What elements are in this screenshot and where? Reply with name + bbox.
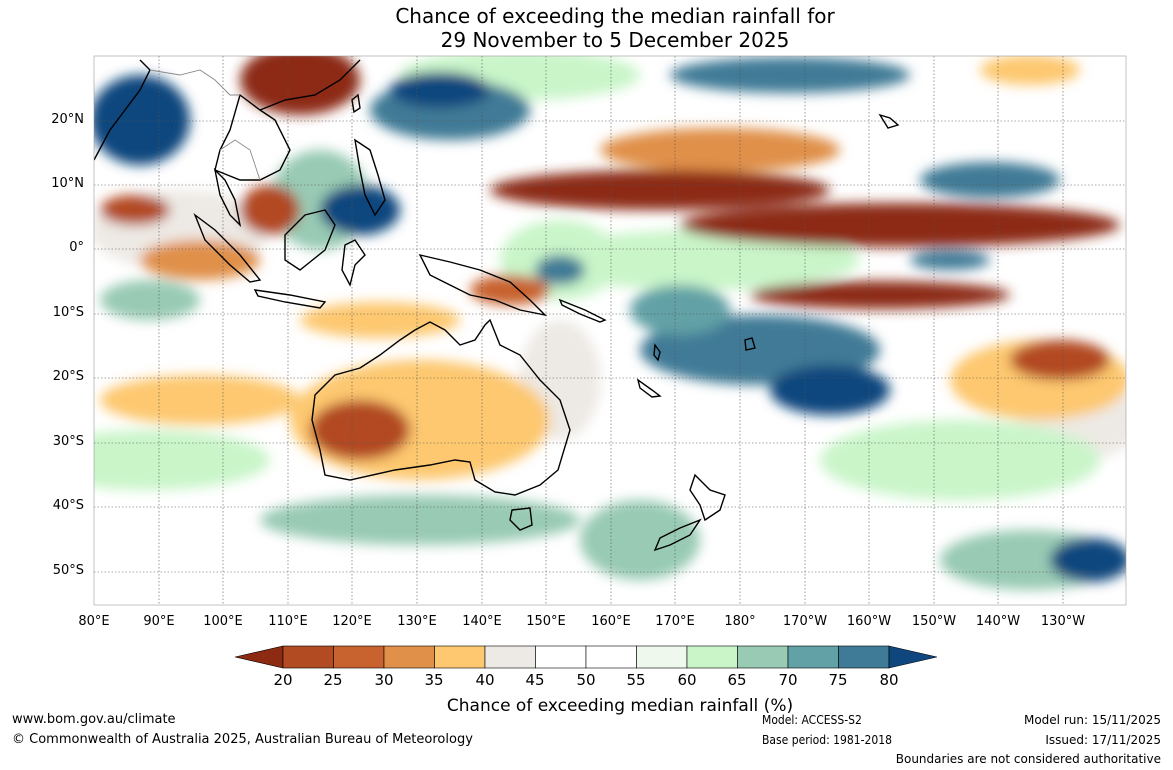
legend-tick: 80 (879, 671, 899, 689)
legend-tick: 55 (626, 671, 646, 689)
title-line-1: Chance of exceeding the median rainfall … (395, 4, 835, 28)
legend-tick: 45 (525, 671, 545, 689)
new-guinea-coastline (418, 253, 548, 317)
lat-label-10s: 10°S (52, 305, 84, 320)
sulawesi-coastline (341, 239, 366, 287)
lon-label-130w: 130°W (1040, 614, 1086, 629)
legend-tick: 25 (323, 671, 343, 689)
java-coastline (253, 289, 327, 309)
legend-swatch (838, 645, 890, 669)
lat-label-30s: 30°S (52, 434, 84, 449)
lat-label-10n: 10°N (51, 176, 84, 191)
lat-label-20s: 20°S (52, 369, 84, 384)
map-field (94, 56, 1126, 605)
legend-tick: 60 (677, 671, 697, 689)
lon-label-160e: 160°E (591, 614, 631, 629)
lon-label-160w: 160°W (846, 614, 892, 629)
lon-label-110e: 110°E (268, 614, 308, 629)
taiwan-coastline (351, 93, 361, 114)
lat-label-20n: 20°N (51, 112, 84, 127)
lon-label-120e: 120°E (332, 614, 372, 629)
legend-swatch (383, 645, 435, 669)
disclaimer-text: Boundaries are not considered authoritat… (895, 752, 1161, 766)
lon-label-150e: 150°E (526, 614, 566, 629)
base-period-text: Base period: 1981-2018 (762, 733, 893, 747)
new-zealand-south-coastline (653, 518, 702, 552)
lon-label-100e: 100°E (203, 614, 243, 629)
coastlines (94, 59, 900, 552)
lon-label-90e: 90°E (143, 614, 175, 629)
map-frame (93, 55, 1127, 606)
legend-swatch (333, 645, 385, 669)
borneo-coastline (284, 209, 336, 271)
lat-label-0: 0° (69, 240, 84, 255)
philippines-coastline (354, 138, 386, 217)
solomon-islands-coastline (558, 298, 607, 323)
legend-title: Chance of exceeding median rainfall (%) (446, 696, 794, 716)
lon-label-140e: 140°E (462, 614, 502, 629)
legend-swatch (434, 645, 486, 669)
new-zealand-north-coastline (689, 473, 726, 522)
legend-colorbar (234, 645, 938, 669)
legend-swatch (636, 645, 688, 669)
legend-tick: 40 (475, 671, 495, 689)
lon-label-80e: 80°E (78, 614, 110, 629)
indochina-coastline (214, 93, 291, 181)
map-title: Chance of exceeding the median rainfall … (0, 4, 1173, 52)
sumatra-coastline (193, 212, 262, 283)
legend-arrow-low (234, 645, 284, 669)
legend-swatch (484, 645, 536, 669)
legend-tick: 30 (374, 671, 394, 689)
website-text: www.bom.gov.au/climate (12, 712, 176, 727)
lon-label-130e: 130°E (397, 614, 437, 629)
model-text: Model: ACCESS-S2 (762, 713, 862, 727)
issued-text: Issued: 17/11/2025 (1045, 733, 1161, 747)
country-borders (149, 69, 261, 181)
legend-tick: 75 (828, 671, 848, 689)
lon-label-170w: 170°W (782, 614, 828, 629)
lat-label-40s: 40°S (52, 498, 84, 513)
china-coastline (259, 59, 361, 111)
legend-swatch (737, 645, 789, 669)
legend-tick: 70 (778, 671, 798, 689)
fiji-coastline (744, 337, 756, 351)
copyright-text: © Commonwealth of Australia 2025, Austra… (12, 732, 473, 747)
malay-peninsula-coastline (213, 167, 242, 228)
hawaii-coastline (878, 113, 900, 129)
legend-tick: 50 (576, 671, 596, 689)
legend-swatch (686, 645, 738, 669)
legend-arrow-high (888, 645, 938, 669)
legend-tick: 35 (424, 671, 444, 689)
lon-label-180: 180° (724, 614, 756, 629)
lon-label-150w: 150°W (911, 614, 957, 629)
lat-label-50s: 50°S (52, 563, 84, 578)
lon-label-140w: 140°W (975, 614, 1021, 629)
title-line-2: 29 November to 5 December 2025 (440, 28, 790, 52)
tasmania-coastline (509, 507, 533, 531)
vanuatu-coastline (653, 343, 661, 362)
probability-field (94, 56, 1126, 590)
legend-tick: 20 (273, 671, 293, 689)
legend-swatch (787, 645, 839, 669)
legend-swatch (535, 645, 587, 669)
model-run-text: Model run: 15/11/2025 (1023, 713, 1161, 727)
rainfall-probability-map (93, 55, 1127, 606)
new-caledonia-coastline (636, 378, 662, 398)
legend-tick: 65 (727, 671, 747, 689)
india-coastline (94, 59, 151, 161)
legend-swatch (282, 645, 334, 669)
australia-coastline (311, 318, 571, 496)
lon-label-170e: 170°E (655, 614, 695, 629)
legend-swatch (585, 645, 637, 669)
